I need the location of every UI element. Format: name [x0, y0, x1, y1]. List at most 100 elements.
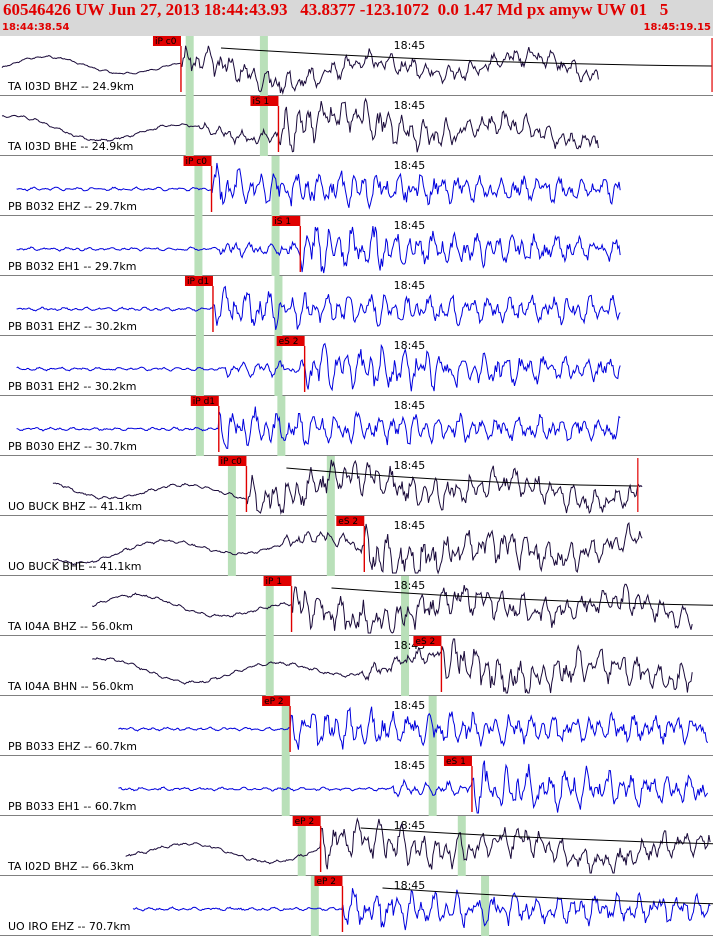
- time-marker-label: 18:45: [394, 459, 426, 472]
- pick-box[interactable]: [152, 36, 181, 46]
- start-time-label: 18:44:38.54: [2, 22, 70, 33]
- station-label: TA I04A BHZ -- 56.0km: [7, 620, 133, 633]
- analysis-window: [259, 96, 268, 156]
- waveform: [16, 226, 621, 274]
- analysis-window: [310, 876, 319, 936]
- trace-row[interactable]: 18:45 iS 1 TA I03D BHE -- 24.9km: [0, 96, 713, 156]
- pick-box[interactable]: [262, 696, 291, 706]
- station-label: TA I02D BHZ -- 66.3km: [7, 860, 134, 873]
- analysis-window: [265, 576, 274, 636]
- analysis-window: [274, 276, 283, 336]
- pick-box[interactable]: [292, 816, 321, 826]
- analysis-window: [259, 36, 268, 96]
- pick-box[interactable]: [183, 156, 212, 166]
- time-marker-label: 18:45: [394, 159, 426, 172]
- trace-row[interactable]: 18:45 iP c0 UO BUCK BHZ -- 41.1km: [0, 456, 713, 516]
- seismogram-panel[interactable]: 18:45 iP c0 TA I03D BHZ -- 24.9km 18:45 iS 1…: [0, 36, 713, 938]
- analysis-window: [185, 96, 194, 156]
- time-marker-label: 18:45: [394, 759, 426, 772]
- time-marker-label: 18:45: [394, 219, 426, 232]
- analysis-window: [326, 456, 335, 516]
- station-label: UO IRO EHZ -- 70.7km: [8, 920, 131, 933]
- trace-row[interactable]: 18:45 eS 2 UO BUCK BHE -- 41.1km: [0, 516, 713, 576]
- event-header: 60546426 UW Jun 27, 2013 18:44:43.93 43.…: [0, 0, 713, 36]
- pick-box[interactable]: [276, 336, 305, 346]
- trace-row[interactable]: 18:45 eS 2 PB B031 EH2 -- 30.2km: [0, 336, 713, 396]
- trace-row[interactable]: 18:45 iP d1 PB B030 EHZ -- 30.7km: [0, 396, 713, 456]
- time-marker-label: 18:45: [394, 819, 426, 832]
- analysis-window: [297, 816, 306, 876]
- pick-label: iP d1: [193, 397, 215, 407]
- station-label: PB B032 EHZ -- 29.7km: [8, 200, 137, 213]
- waveform: [118, 760, 709, 814]
- analysis-window: [281, 756, 290, 816]
- pick-box[interactable]: [190, 396, 219, 406]
- pick-label: eP 2: [316, 877, 336, 887]
- event-title: 60546426 UW Jun 27, 2013 18:44:43.93 43.…: [3, 0, 669, 19]
- pick-label: eS 2: [415, 637, 435, 647]
- time-marker-label: 18:45: [394, 279, 426, 292]
- pick-box[interactable]: [272, 216, 301, 226]
- pick-label: eS 2: [279, 337, 299, 347]
- trace-row[interactable]: 18:45 eP 2 UO IRO EHZ -- 70.7km: [0, 876, 713, 936]
- coda-envelope: [360, 827, 713, 845]
- station-label: TA I04A BHN -- 56.0km: [7, 680, 134, 693]
- time-marker-label: 18:45: [394, 99, 426, 112]
- analysis-window: [271, 216, 280, 276]
- time-marker-label: 18:45: [394, 39, 426, 52]
- trace-row[interactable]: 18:45 iP c0 TA I03D BHZ -- 24.9km: [0, 36, 713, 96]
- coda-envelope: [286, 467, 638, 487]
- pick-label: iS 1: [274, 217, 291, 227]
- trace-row[interactable]: 18:45 eP 2 TA I02D BHZ -- 66.3km: [0, 816, 713, 876]
- trace-row[interactable]: 18:45 iP d1 PB B031 EHZ -- 30.2km: [0, 276, 713, 336]
- time-marker-label: 18:45: [394, 399, 426, 412]
- analysis-window: [194, 216, 203, 276]
- trace-row[interactable]: 18:45 iP 1 TA I04A BHZ -- 56.0km: [0, 576, 713, 636]
- station-label: TA I03D BHZ -- 24.9km: [7, 80, 134, 93]
- trace-row[interactable]: 18:45 iS 1 PB B032 EH1 -- 29.7km: [0, 216, 713, 276]
- pick-box[interactable]: [413, 636, 442, 646]
- waveform: [132, 888, 711, 931]
- trace-row[interactable]: 18:45 iP c0 PB B032 EHZ -- 29.7km: [0, 156, 713, 216]
- pick-label: iP 1: [266, 577, 283, 587]
- analysis-window: [227, 516, 236, 576]
- waveform: [16, 162, 621, 210]
- pick-box[interactable]: [314, 876, 343, 886]
- analysis-window: [195, 276, 204, 336]
- analysis-window: [227, 456, 236, 516]
- station-label: TA I03D BHE -- 24.9km: [7, 140, 133, 153]
- waveform: [125, 817, 711, 874]
- station-label: PB B033 EH1 -- 60.7km: [8, 800, 136, 813]
- analysis-window: [277, 396, 286, 456]
- time-marker-label: 18:45: [394, 339, 426, 352]
- pick-label: iP d1: [187, 277, 209, 287]
- station-label: PB B031 EHZ -- 30.2km: [8, 320, 137, 333]
- trace-row[interactable]: 18:45 eP 2 PB B033 EHZ -- 60.7km: [0, 696, 713, 756]
- pick-box[interactable]: [218, 456, 247, 466]
- pick-label: eP 2: [295, 817, 315, 827]
- analysis-window: [185, 36, 194, 96]
- analysis-window: [195, 336, 204, 396]
- waveform: [16, 285, 621, 330]
- waveform: [52, 521, 643, 575]
- pick-box[interactable]: [443, 756, 472, 766]
- pick-box[interactable]: [263, 576, 292, 586]
- analysis-window: [428, 756, 437, 816]
- trace-row[interactable]: 18:45 eS 1 PB B033 EH1 -- 60.7km: [0, 756, 713, 816]
- time-marker-label: 18:45: [394, 879, 426, 892]
- pick-box[interactable]: [250, 96, 279, 106]
- pick-label: iP c0: [186, 157, 208, 167]
- waveform: [118, 706, 709, 750]
- waveform: [92, 638, 693, 694]
- pick-box[interactable]: [184, 276, 213, 286]
- pick-label: iP c0: [220, 457, 242, 467]
- analysis-window: [326, 516, 335, 576]
- coda-envelope: [382, 887, 713, 905]
- time-marker-label: 18:45: [394, 519, 426, 532]
- pick-box[interactable]: [336, 516, 365, 526]
- analysis-window: [195, 396, 204, 456]
- analysis-window: [281, 696, 290, 756]
- station-label: PB B030 EHZ -- 30.7km: [8, 440, 137, 453]
- coda-envelope: [220, 47, 713, 67]
